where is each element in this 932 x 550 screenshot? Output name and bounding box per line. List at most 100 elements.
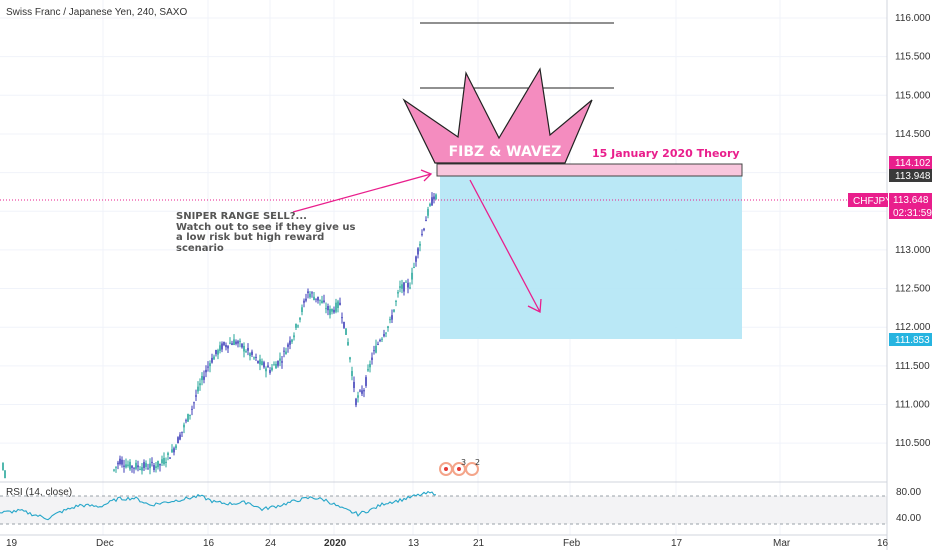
candle xyxy=(251,351,253,355)
note-line-1: SNIPER RANGE SELL?... xyxy=(176,211,307,222)
candle xyxy=(389,319,391,321)
crown-drawing[interactable]: FIBZ & WAVEZ xyxy=(402,67,593,164)
price-tick: 115.500 xyxy=(895,52,931,63)
candle xyxy=(395,301,397,303)
time-tick: 19 xyxy=(6,538,18,549)
candle xyxy=(323,300,325,303)
candle xyxy=(331,308,333,312)
candle xyxy=(397,292,399,294)
candle xyxy=(375,345,377,353)
price-tick: 113.000 xyxy=(895,245,931,256)
price-tick: 110.500 xyxy=(895,438,931,449)
candle xyxy=(135,462,137,469)
candle xyxy=(155,466,157,468)
time-tick: Mar xyxy=(773,538,791,549)
candle xyxy=(371,357,373,361)
candle xyxy=(365,377,367,386)
candle xyxy=(413,266,415,268)
candle xyxy=(2,462,4,471)
candle xyxy=(237,341,239,344)
countdown-tag-label: 02:31:59 xyxy=(893,208,932,219)
candle xyxy=(197,386,199,392)
candle xyxy=(319,299,321,301)
candle xyxy=(381,338,383,340)
candle xyxy=(191,408,193,410)
rsi-tick-80: 80.00 xyxy=(896,487,921,498)
candle xyxy=(253,357,255,359)
candle xyxy=(257,360,259,364)
candle xyxy=(231,343,233,345)
candle xyxy=(161,459,163,464)
candle xyxy=(205,369,207,373)
candle xyxy=(299,317,301,320)
candle xyxy=(239,340,241,342)
target-tag-label: 111.853 xyxy=(895,335,930,346)
candle xyxy=(289,340,291,345)
candle xyxy=(263,362,265,368)
time-axis[interactable]: 19 Dec 16 24 2020 13 21 Feb 17 Mar 16 xyxy=(6,538,889,549)
candle xyxy=(121,459,123,465)
candle xyxy=(425,219,427,222)
candle xyxy=(301,307,303,312)
candle xyxy=(185,420,187,422)
candle xyxy=(207,366,209,368)
candle xyxy=(221,343,223,350)
candle xyxy=(393,309,395,312)
candle xyxy=(407,282,409,288)
candle xyxy=(151,461,153,463)
candle xyxy=(417,248,419,255)
sniper-arrow[interactable] xyxy=(292,169,433,213)
candle xyxy=(291,339,293,342)
rsi-pane[interactable] xyxy=(0,490,887,525)
candle xyxy=(189,414,191,416)
down-arrow[interactable] xyxy=(469,179,542,314)
candle xyxy=(119,458,121,465)
time-tick: 2020 xyxy=(324,538,347,549)
candle xyxy=(229,342,231,344)
candle xyxy=(129,461,131,470)
candle xyxy=(179,434,181,440)
candle xyxy=(369,363,371,368)
candle xyxy=(273,364,275,366)
candle xyxy=(241,343,243,348)
candle xyxy=(297,325,299,327)
candle xyxy=(169,457,171,459)
candle xyxy=(277,360,279,366)
target-zone xyxy=(440,176,742,339)
events-icon[interactable]: 3 2 xyxy=(439,458,480,476)
candle xyxy=(201,375,203,381)
candle xyxy=(209,363,211,367)
candle xyxy=(183,424,185,428)
candle xyxy=(405,281,407,283)
candle xyxy=(219,345,221,351)
candle xyxy=(349,357,351,360)
time-tick: Dec xyxy=(96,538,114,549)
candle xyxy=(383,334,385,337)
note-line-4: scenario xyxy=(176,243,224,254)
candle xyxy=(211,357,213,363)
time-tick: 17 xyxy=(671,538,683,549)
countdown-tag xyxy=(889,206,932,219)
candle xyxy=(339,302,341,305)
note-line-2: Watch out to see if they give us xyxy=(176,222,356,233)
price-axis[interactable]: 116.000115.500115.000114.500114.000113.5… xyxy=(895,13,931,449)
candle xyxy=(235,341,237,344)
candle xyxy=(199,383,201,386)
candle xyxy=(415,256,417,262)
entry-tag xyxy=(889,169,932,182)
candle xyxy=(429,203,431,206)
candle xyxy=(295,323,297,328)
candle xyxy=(281,361,283,363)
candle xyxy=(255,356,257,358)
candle xyxy=(233,339,235,345)
candle xyxy=(327,306,329,311)
candle xyxy=(315,298,317,300)
candle xyxy=(177,437,179,444)
candle xyxy=(167,453,169,456)
price-tick: 111.000 xyxy=(895,400,930,411)
candle xyxy=(423,228,425,231)
candle xyxy=(227,345,229,349)
crown-label: FIBZ & WAVEZ xyxy=(449,144,562,160)
candle xyxy=(149,463,151,469)
